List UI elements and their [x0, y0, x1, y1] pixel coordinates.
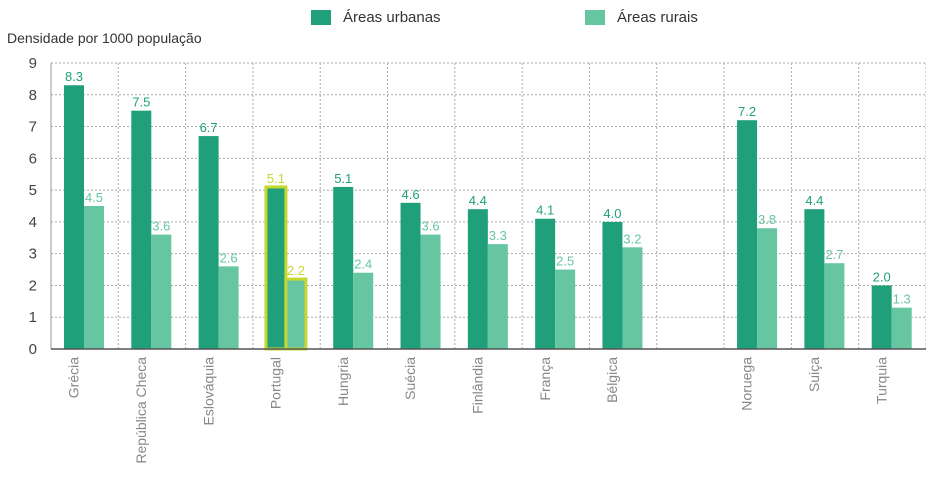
y-axis-label: Densidade por 1000 população: [7, 30, 202, 46]
data-label: 4.4: [469, 193, 487, 208]
x-tick-label: Suécia: [402, 357, 418, 400]
data-label: 4.0: [603, 206, 621, 221]
bar-rural: [84, 206, 104, 349]
bar-rural: [622, 247, 643, 349]
bar-urban: [804, 209, 825, 349]
bar-rural: [353, 272, 374, 349]
x-tick-label: Hungria: [335, 357, 351, 406]
bar-rural: [218, 266, 239, 349]
data-label: 2.5: [556, 254, 574, 269]
y-tick-label: 0: [29, 341, 37, 358]
bar-urban: [333, 186, 354, 349]
data-label: 4.4: [805, 193, 823, 208]
data-label: 7.2: [738, 104, 756, 119]
data-label: 6.7: [200, 120, 218, 135]
data-label: 8.3: [65, 69, 83, 84]
bar-urban: [198, 136, 219, 349]
legend-item-rural: Áreas rurais: [585, 9, 698, 26]
y-tick-label: 4: [29, 214, 37, 231]
data-label: 3.6: [421, 219, 439, 234]
y-tick-label: 9: [29, 55, 37, 72]
bar-rural: [284, 277, 308, 351]
bar-rural: [487, 244, 508, 349]
data-label: 7.5: [132, 95, 150, 110]
data-label: 2.6: [220, 250, 238, 265]
bar-urban: [535, 218, 556, 349]
bar-rural: [555, 269, 576, 349]
bar-rural: [151, 234, 172, 349]
data-label: 2.0: [873, 269, 891, 284]
bar-rural: [824, 263, 845, 349]
data-label: 3.8: [758, 212, 776, 227]
bar-urban: [264, 185, 288, 351]
bar-urban: [131, 110, 152, 350]
legend-swatch-urban: [311, 10, 331, 25]
x-tick-label: Turquia: [873, 357, 889, 404]
legend-label-urban: Áreas urbanas: [343, 9, 441, 26]
bar-urban: [400, 202, 421, 349]
data-label: 3.2: [623, 231, 641, 246]
y-tick-label: 6: [29, 150, 37, 167]
bar-urban: [602, 221, 623, 349]
x-tick-label: Suiça: [806, 357, 822, 392]
data-label: 5.1: [334, 171, 352, 186]
y-tick-label: 5: [29, 182, 37, 199]
bar-urban: [737, 120, 758, 349]
legend-item-urban: Áreas urbanas: [311, 9, 441, 26]
data-label: 3.3: [489, 228, 507, 243]
bar-rural: [891, 307, 912, 349]
x-tick-label: Eslováquia: [200, 357, 216, 426]
data-label: 2.2: [287, 263, 305, 278]
bar-urban: [64, 85, 84, 349]
data-label: 5.1: [267, 171, 285, 186]
x-tick-label: França: [537, 357, 553, 401]
data-label: 3.6: [152, 219, 170, 234]
data-label: 4.6: [401, 187, 419, 202]
x-tick-label: Bélgica: [604, 357, 620, 403]
x-tick-label: Portugal: [268, 357, 284, 409]
bar-urban: [871, 285, 892, 349]
data-label: 4.5: [85, 190, 103, 205]
bar-rural: [757, 228, 778, 349]
bar-urban: [467, 209, 488, 349]
data-label: 2.7: [825, 247, 843, 262]
y-tick-label: 2: [29, 277, 37, 294]
data-label: 4.1: [536, 203, 554, 218]
x-tick-label: Grécia: [66, 357, 82, 398]
data-label: 2.4: [354, 257, 372, 272]
y-tick-label: 1: [29, 309, 37, 326]
data-label: 1.3: [893, 292, 911, 307]
legend-swatch-rural: [585, 10, 605, 25]
x-tick-label: República Checa: [133, 357, 149, 464]
y-tick-label: 3: [29, 246, 37, 263]
x-tick-label: Noruega: [739, 357, 755, 411]
x-tick-label: Finlândia: [470, 357, 486, 414]
y-tick-label: 8: [29, 87, 37, 104]
legend-label-rural: Áreas rurais: [617, 9, 698, 26]
y-tick-label: 7: [29, 119, 37, 136]
bar-rural: [420, 234, 441, 349]
